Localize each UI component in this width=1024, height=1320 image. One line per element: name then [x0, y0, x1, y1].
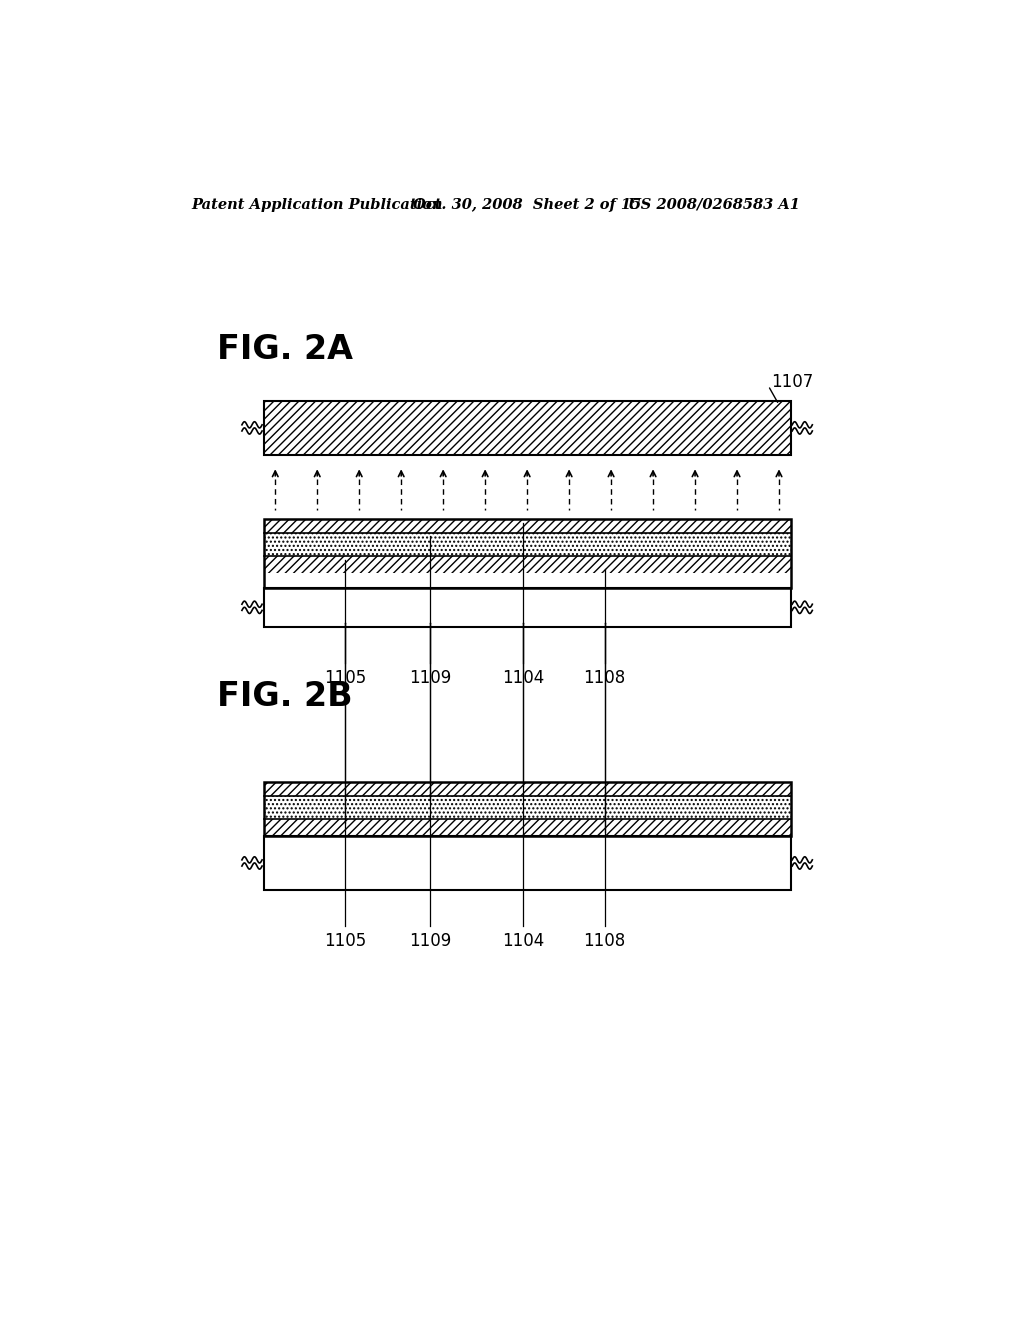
- Text: Patent Application Publication: Patent Application Publication: [191, 198, 443, 211]
- Text: 1108: 1108: [584, 932, 626, 950]
- Text: FIG. 2B: FIG. 2B: [217, 680, 352, 713]
- Text: FIG. 2A: FIG. 2A: [217, 334, 353, 367]
- Text: 1109: 1109: [410, 932, 452, 950]
- Text: 1109: 1109: [410, 669, 452, 686]
- Text: 1107: 1107: [771, 372, 813, 391]
- Bar: [263, 401, 791, 455]
- Bar: [263, 589, 791, 627]
- Bar: [263, 781, 791, 836]
- Text: 1105: 1105: [324, 932, 367, 950]
- Text: 1104: 1104: [502, 669, 545, 686]
- Text: 1108: 1108: [584, 669, 626, 686]
- Text: Oct. 30, 2008  Sheet 2 of 15: Oct. 30, 2008 Sheet 2 of 15: [414, 198, 641, 211]
- Bar: [263, 519, 791, 533]
- Bar: [263, 836, 791, 890]
- Bar: [263, 556, 791, 573]
- Bar: [263, 818, 791, 836]
- Text: US 2008/0268583 A1: US 2008/0268583 A1: [628, 198, 800, 211]
- Bar: [263, 519, 791, 589]
- Bar: [263, 796, 791, 818]
- Bar: [263, 781, 791, 796]
- Text: 1105: 1105: [324, 669, 367, 686]
- Bar: [263, 401, 791, 455]
- Bar: [263, 401, 791, 455]
- Text: 1104: 1104: [502, 932, 545, 950]
- Bar: [263, 532, 791, 556]
